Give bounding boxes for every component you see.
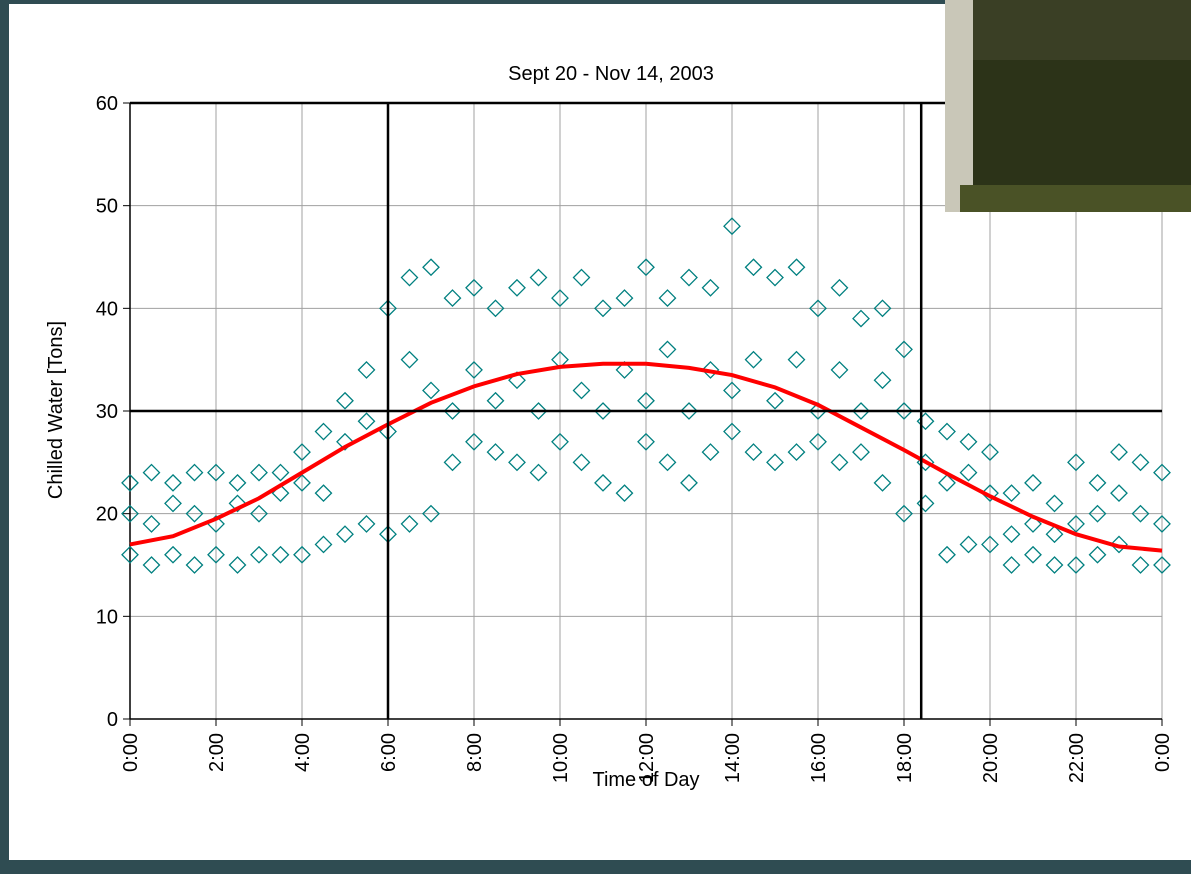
- y-axis-title: Chilled Water [Tons]: [45, 321, 67, 499]
- y-tick-label: 50: [96, 196, 118, 218]
- x-tick-label: 2:00: [206, 733, 228, 772]
- y-tick-label: 40: [96, 298, 118, 320]
- x-tick-label: 10:00: [550, 733, 572, 783]
- chart: 01020304050600:002:004:006:008:0010:0012…: [0, 0, 1191, 874]
- x-axis-title: Time of Day: [592, 769, 699, 791]
- y-tick-label: 20: [96, 504, 118, 526]
- x-tick-label: 22:00: [1066, 733, 1088, 783]
- photo-wall: [945, 0, 973, 212]
- x-tick-label: 0:00: [120, 733, 142, 772]
- x-tick-label: 8:00: [464, 733, 486, 772]
- x-tick-label: 16:00: [808, 733, 830, 783]
- x-tick-label: 6:00: [378, 733, 400, 772]
- x-tick-label: 14:00: [722, 733, 744, 783]
- x-tick-label: 0:00: [1152, 733, 1174, 772]
- photo-grass: [960, 185, 1191, 212]
- y-tick-label: 30: [96, 401, 118, 423]
- photo-top: [945, 0, 1191, 60]
- chart-title: Sept 20 - Nov 14, 2003: [508, 63, 714, 85]
- x-tick-label: 20:00: [980, 733, 1002, 783]
- y-tick-label: 60: [96, 93, 118, 115]
- x-tick-label: 4:00: [292, 733, 314, 772]
- photo-inset: [945, 0, 1191, 212]
- y-tick-label: 0: [107, 709, 118, 731]
- x-tick-label: 18:00: [894, 733, 916, 783]
- page: 01020304050600:002:004:006:008:0010:0012…: [0, 0, 1191, 874]
- y-tick-label: 10: [96, 606, 118, 628]
